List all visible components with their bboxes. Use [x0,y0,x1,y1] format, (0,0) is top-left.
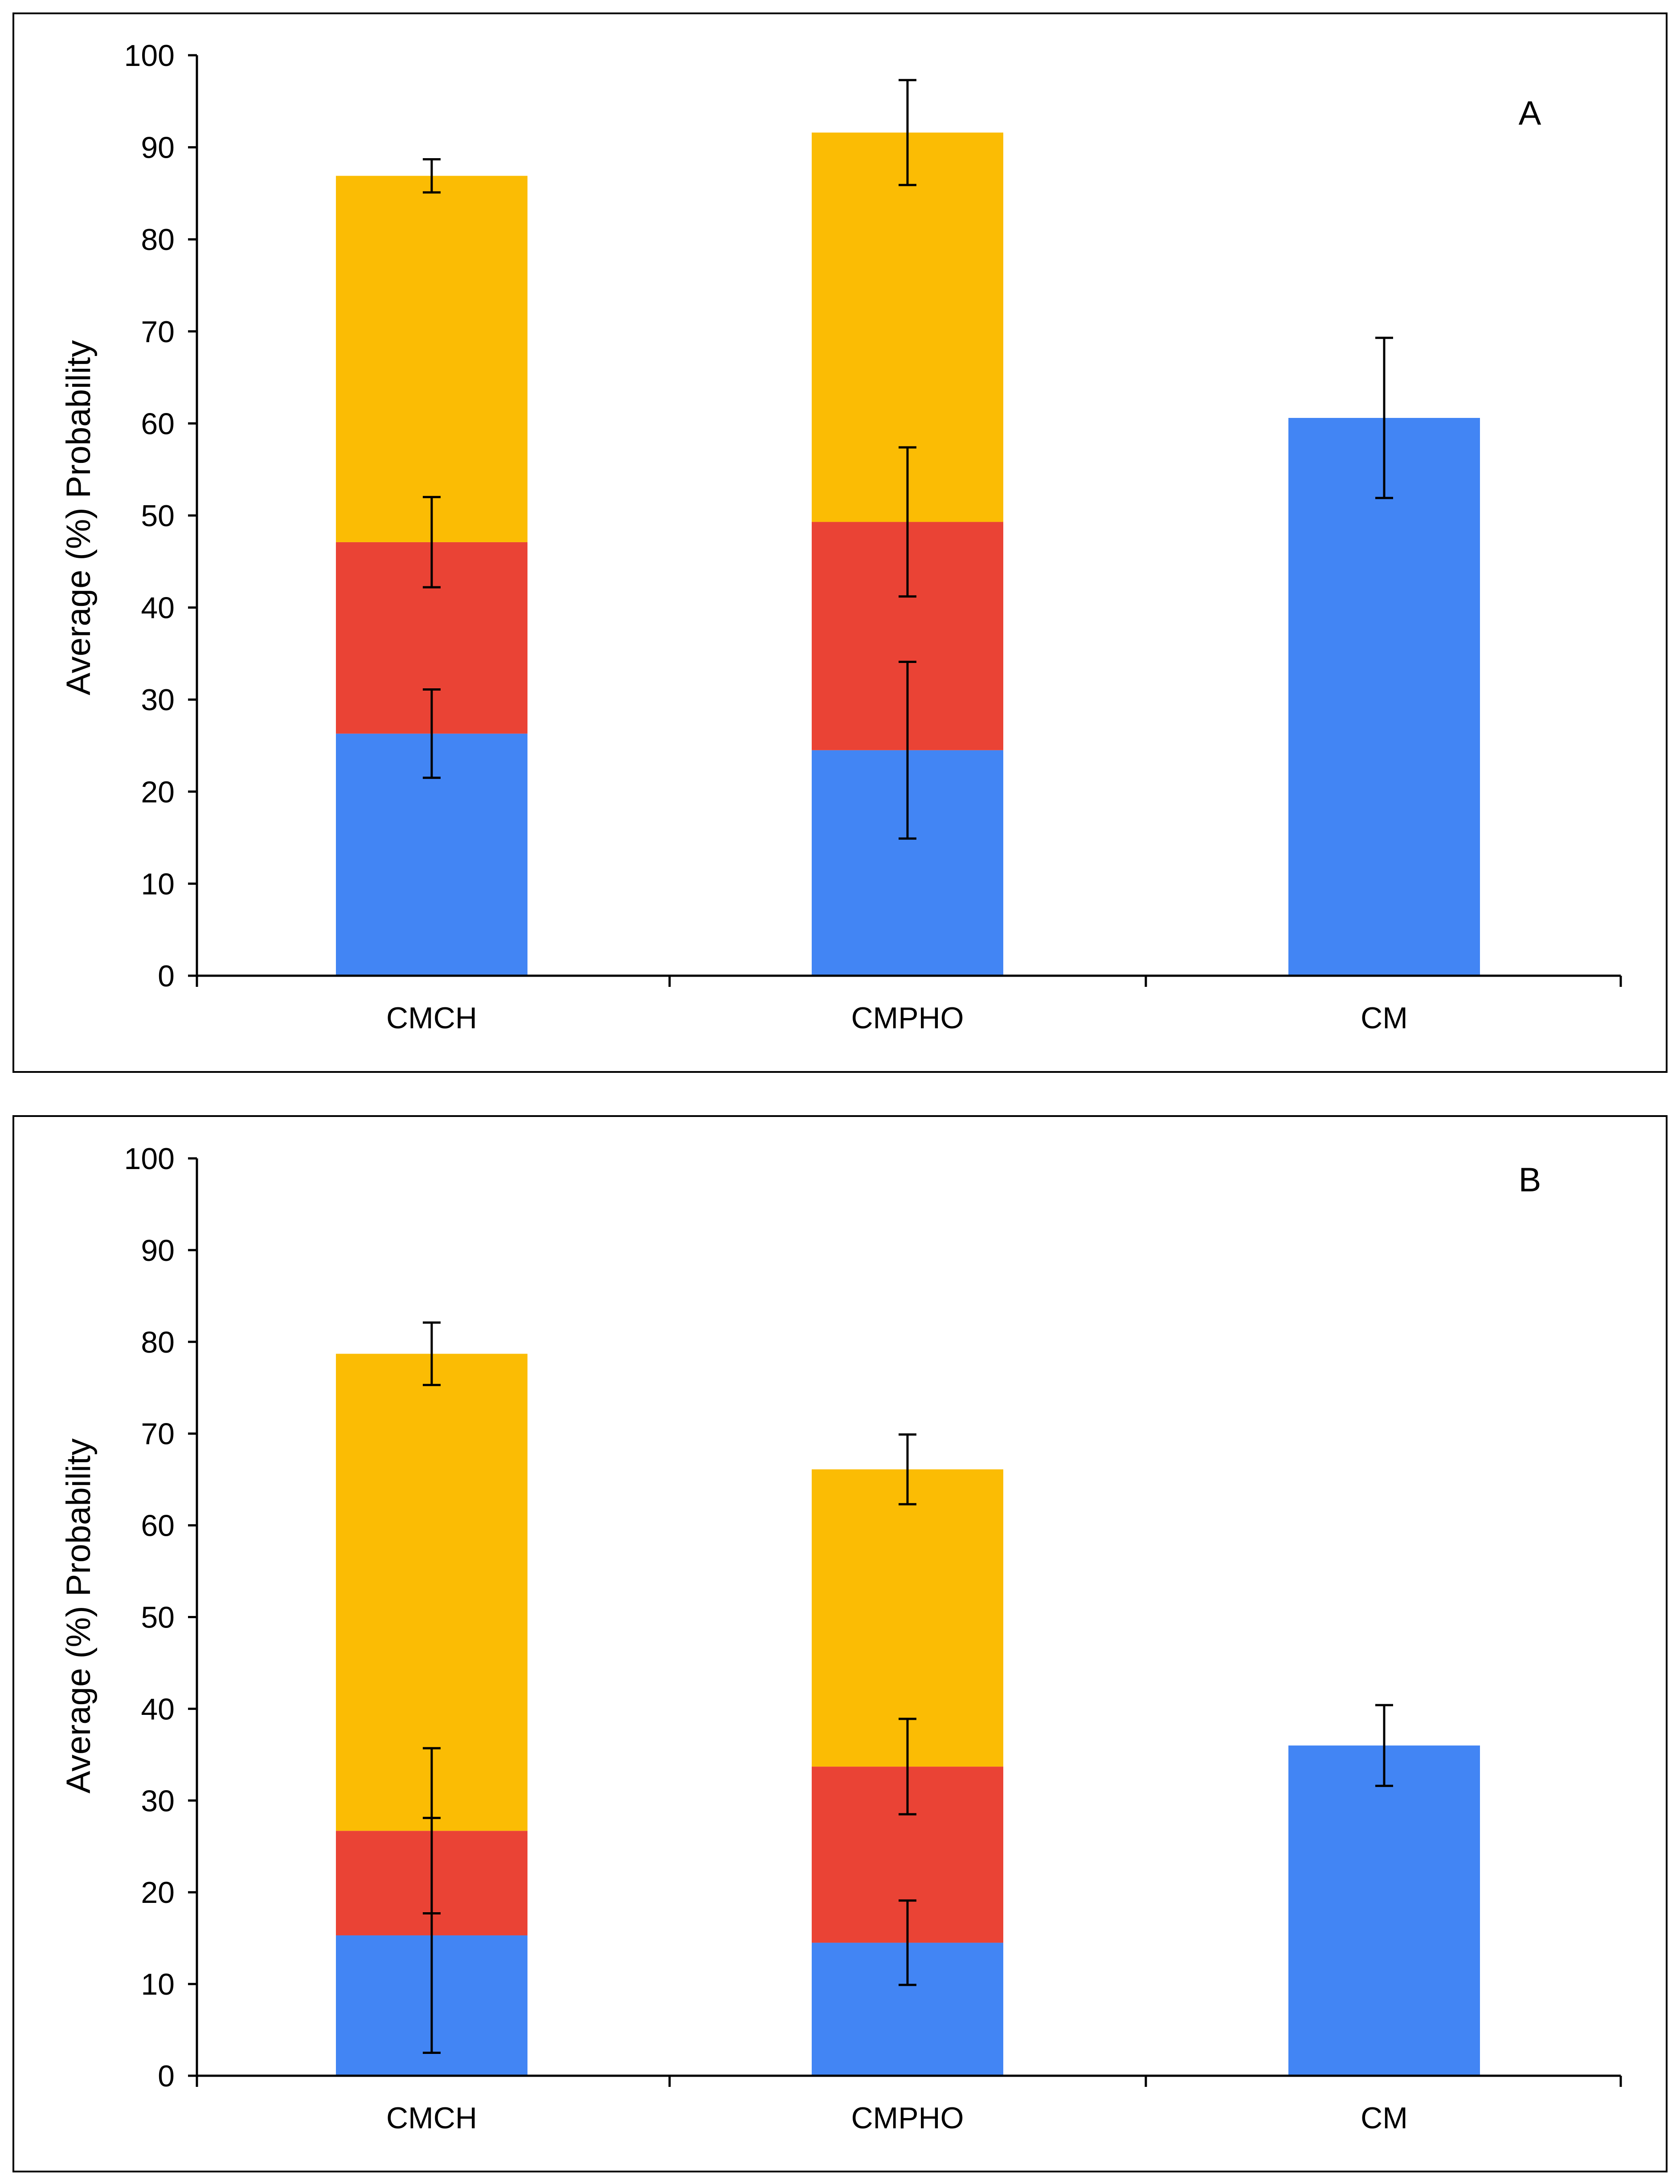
error-bar-cmch-blue [423,688,441,779]
y-tick-label: 10 [141,1967,175,2001]
y-tick-label: 100 [124,1142,175,1176]
chart-panel-b: 0 10 20 30 40 50 60 70 80 90 100 CMCH CMPHO CM Averag… [12,1115,1668,2172]
error-bar-cmpho-red [899,1718,916,1816]
error-bar-cmpho-yellow [899,1433,916,1505]
y-tick-label: 30 [141,1784,175,1818]
y-tick-label: 80 [141,1325,175,1359]
bar-cmch-yellow [336,176,527,542]
x-tick-label-cm: CM [1361,1001,1408,1035]
y-tick-label: 90 [141,131,175,165]
error-bar-cm-blue [1375,336,1393,499]
y-tick-label: 90 [141,1234,175,1268]
x-tick-label-cmpho: CMPHO [851,1001,964,1035]
error-bar-cmch-yellow [423,158,441,194]
y-tick-label: 30 [141,683,175,717]
chart-b: 0 10 20 30 40 50 60 70 80 90 100 CMCH CMPHO CM Averag… [60,1142,1622,2135]
y-tick-label: 10 [141,867,175,901]
y-axis-label: Average (%) Probability [60,340,98,695]
chart-a-marks [336,79,1480,976]
y-tick-label: 80 [141,223,175,257]
error-bar-cmpho-blue [899,660,916,840]
y-tick-label: 50 [141,1601,175,1635]
error-bar-cmch-red [423,1747,441,1915]
panel-letter-b: B [1519,1161,1541,1199]
chart-b-axes: 0 10 20 30 40 50 60 70 80 90 100 CMCH CMPHO CM [124,1142,1622,2135]
x-tick-label-cmch: CMCH [386,2101,477,2135]
bar-cmpho-yellow [812,1469,1003,1767]
error-bar-cmpho-blue [899,1899,916,1986]
y-tick-label: 40 [141,1692,175,1726]
y-tick-label: 100 [124,39,175,73]
error-bar-cmpho-red [899,446,916,598]
chart-a-axes: 0 10 20 30 40 50 60 70 80 90 100 CMCH CMPHO CM [124,39,1622,1035]
y-tick-label: 60 [141,1509,175,1543]
chart-a: 0 10 20 30 40 50 60 70 80 90 100 CMCH CMPHO CM Averag… [60,39,1622,1035]
y-tick-label: 20 [141,775,175,809]
x-tick-label-cmpho: CMPHO [851,2101,964,2135]
y-tick-label: 70 [141,315,175,349]
bar-cm-blue [1288,418,1480,976]
x-tick-label-cmch: CMCH [386,1001,477,1035]
y-tick-label: 50 [141,499,175,533]
y-tick-label: 60 [141,407,175,441]
chart-panel-a: 0 10 20 30 40 50 60 70 80 90 100 CMCH CMPHO CM Averag… [12,12,1668,1073]
panel-letter-a: A [1519,94,1541,132]
bar-cm-blue [1288,1745,1480,2076]
error-bar-cm-blue [1375,1704,1393,1787]
y-axis-label: Average (%) Probability [60,1439,98,1794]
y-tick-label: 0 [158,959,175,993]
error-bar-cmch-yellow [423,1321,441,1386]
error-bar-cmpho-yellow [899,79,916,186]
y-tick-label: 70 [141,1417,175,1451]
chart-b-marks [336,1321,1480,2076]
y-tick-label: 0 [158,2059,175,2093]
y-tick-label: 40 [141,591,175,625]
error-bar-cmch-red [423,496,441,589]
y-tick-label: 20 [141,1876,175,1910]
x-tick-label-cm: CM [1361,2101,1408,2135]
